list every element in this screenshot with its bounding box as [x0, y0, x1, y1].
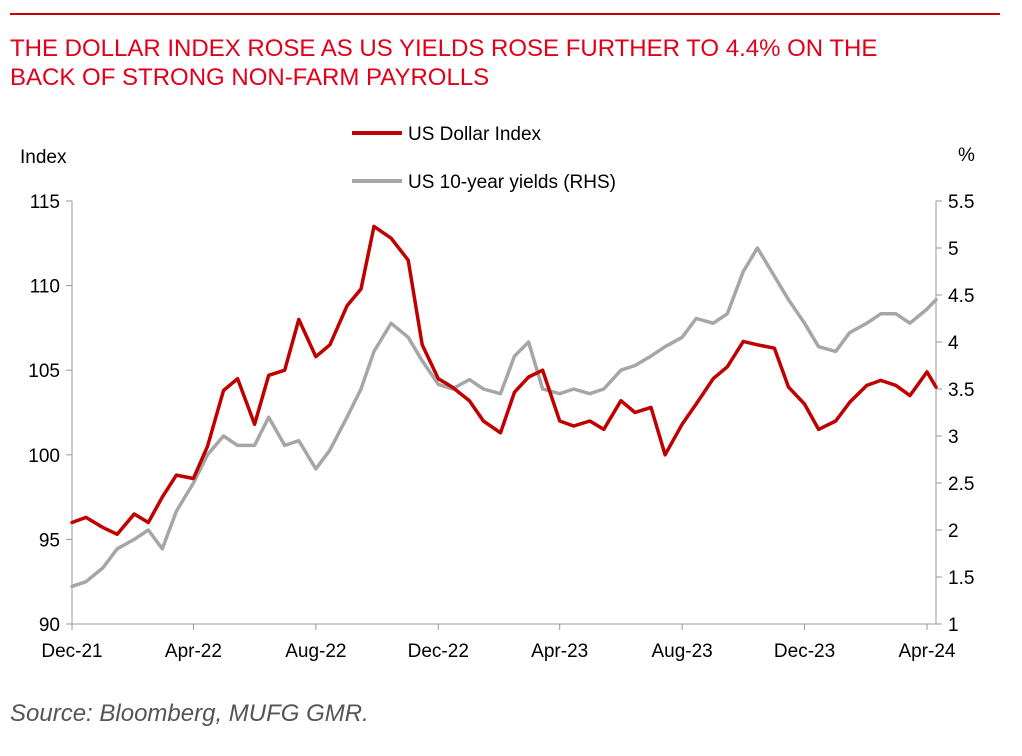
- series-line-us-10y-yields: [70, 246, 938, 589]
- y-tick-label-left: 105: [28, 361, 60, 382]
- y-tick-label-right: 5: [948, 239, 959, 260]
- chart-title: THE DOLLAR INDEX ROSE AS US YIELDS ROSE …: [10, 34, 1000, 92]
- x-tick-label: Apr-22: [165, 641, 222, 662]
- x-tick-label: Dec-21: [41, 641, 102, 662]
- y-tick-label-right: 4: [948, 333, 959, 354]
- y-tick-label-right: 2: [948, 521, 959, 542]
- line-chart: 90 95 100 105 110 115 1 1.5 2 2.5 3 3.5 4 4.5 5 5.5 Dec-…: [20, 124, 975, 662]
- legend-label-us-10y-yields: US 10-year yields (RHS): [408, 172, 616, 193]
- x-tick-label: Dec-22: [408, 641, 469, 662]
- top-rule: [10, 13, 1000, 15]
- x-tick-label: Aug-22: [285, 641, 346, 662]
- y-tick-label-right: 2.5: [948, 474, 974, 495]
- y-tick-label-left: 110: [30, 277, 60, 298]
- x-tick-label: Aug-23: [651, 641, 712, 662]
- y-tick-label-right: 5.5: [948, 192, 974, 213]
- y-axis-label-right: %: [958, 145, 975, 166]
- y-tick-label-right: 1.5: [948, 568, 974, 589]
- chart-legend: US Dollar Index US 10-year yields (RHS): [352, 124, 616, 193]
- x-tick-label: Apr-24: [898, 641, 955, 662]
- chart-axes: 90 95 100 105 110 115 1 1.5 2 2.5 3 3.5 4 4.5 5 5.5 Dec-…: [28, 192, 974, 662]
- source-note: Source: Bloomberg, MUFG GMR.: [10, 700, 369, 727]
- chart-series: [70, 224, 938, 589]
- series-line-us-dollar-index: [70, 224, 938, 537]
- y-tick-label-left: 95: [39, 530, 60, 551]
- y-tick-label-right: 4.5: [948, 286, 974, 307]
- x-tick-label: Dec-23: [774, 641, 835, 662]
- y-tick-label-right: 3: [948, 427, 959, 448]
- legend-label-us-dollar-index: US Dollar Index: [408, 124, 542, 145]
- y-tick-label-left: 90: [39, 615, 60, 636]
- y-tick-label-left: 100: [28, 446, 60, 467]
- y-axis-label-left: Index: [20, 147, 67, 168]
- chart-title-line2: BACK OF STRONG NON-FARM PAYROLLS: [10, 64, 490, 91]
- y-tick-label-left: 115: [30, 192, 60, 213]
- y-tick-label-right: 3.5: [948, 380, 974, 401]
- chart-title-line1: THE DOLLAR INDEX ROSE AS US YIELDS ROSE …: [10, 35, 878, 62]
- y-tick-label-right: 1: [948, 615, 959, 636]
- x-tick-label: Apr-23: [531, 641, 588, 662]
